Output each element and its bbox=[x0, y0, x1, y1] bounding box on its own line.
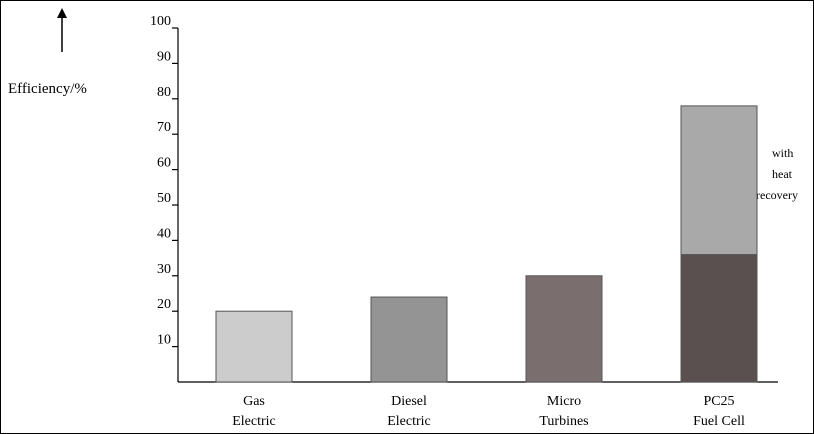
bar bbox=[680, 254, 758, 383]
y-tick-label: 70 bbox=[157, 120, 171, 135]
y-axis-label: Efficiency/% bbox=[8, 81, 87, 97]
category-label: Fuel Cell bbox=[693, 414, 745, 429]
y-tick-label: 80 bbox=[157, 85, 171, 100]
annotation-line-1: with bbox=[772, 146, 793, 160]
bar bbox=[370, 296, 448, 383]
y-tick-label: 10 bbox=[157, 333, 171, 348]
up-arrow-icon bbox=[57, 8, 67, 52]
annotation-line-2: heat bbox=[772, 167, 793, 181]
category-label: Turbines bbox=[539, 414, 588, 429]
y-tick-label: 90 bbox=[157, 49, 171, 64]
bar bbox=[215, 310, 293, 383]
y-tick-label: 20 bbox=[157, 297, 171, 312]
category-labels: Gas Electric Diesel Electric Micro Turbines PC… bbox=[232, 394, 745, 429]
y-tick-label: 30 bbox=[157, 262, 171, 277]
y-tick-label: 40 bbox=[157, 226, 171, 241]
category-label: Diesel bbox=[391, 394, 427, 409]
axes: 10 20 30 40 50 60 70 80 90 100 bbox=[150, 14, 778, 383]
category-label: Electric bbox=[387, 414, 431, 429]
category-label: Micro bbox=[547, 394, 581, 409]
y-tick-label: 100 bbox=[150, 14, 171, 29]
bar-stack-top bbox=[680, 105, 758, 256]
category-label: Electric bbox=[232, 414, 276, 429]
y-tick-label: 50 bbox=[157, 191, 171, 206]
category-label: PC25 bbox=[703, 394, 734, 409]
category-label: Gas bbox=[243, 394, 265, 409]
bars bbox=[215, 105, 758, 383]
y-tick-label: 60 bbox=[157, 156, 171, 171]
annotation-line-3: recovery bbox=[756, 188, 798, 202]
bar bbox=[525, 275, 603, 383]
